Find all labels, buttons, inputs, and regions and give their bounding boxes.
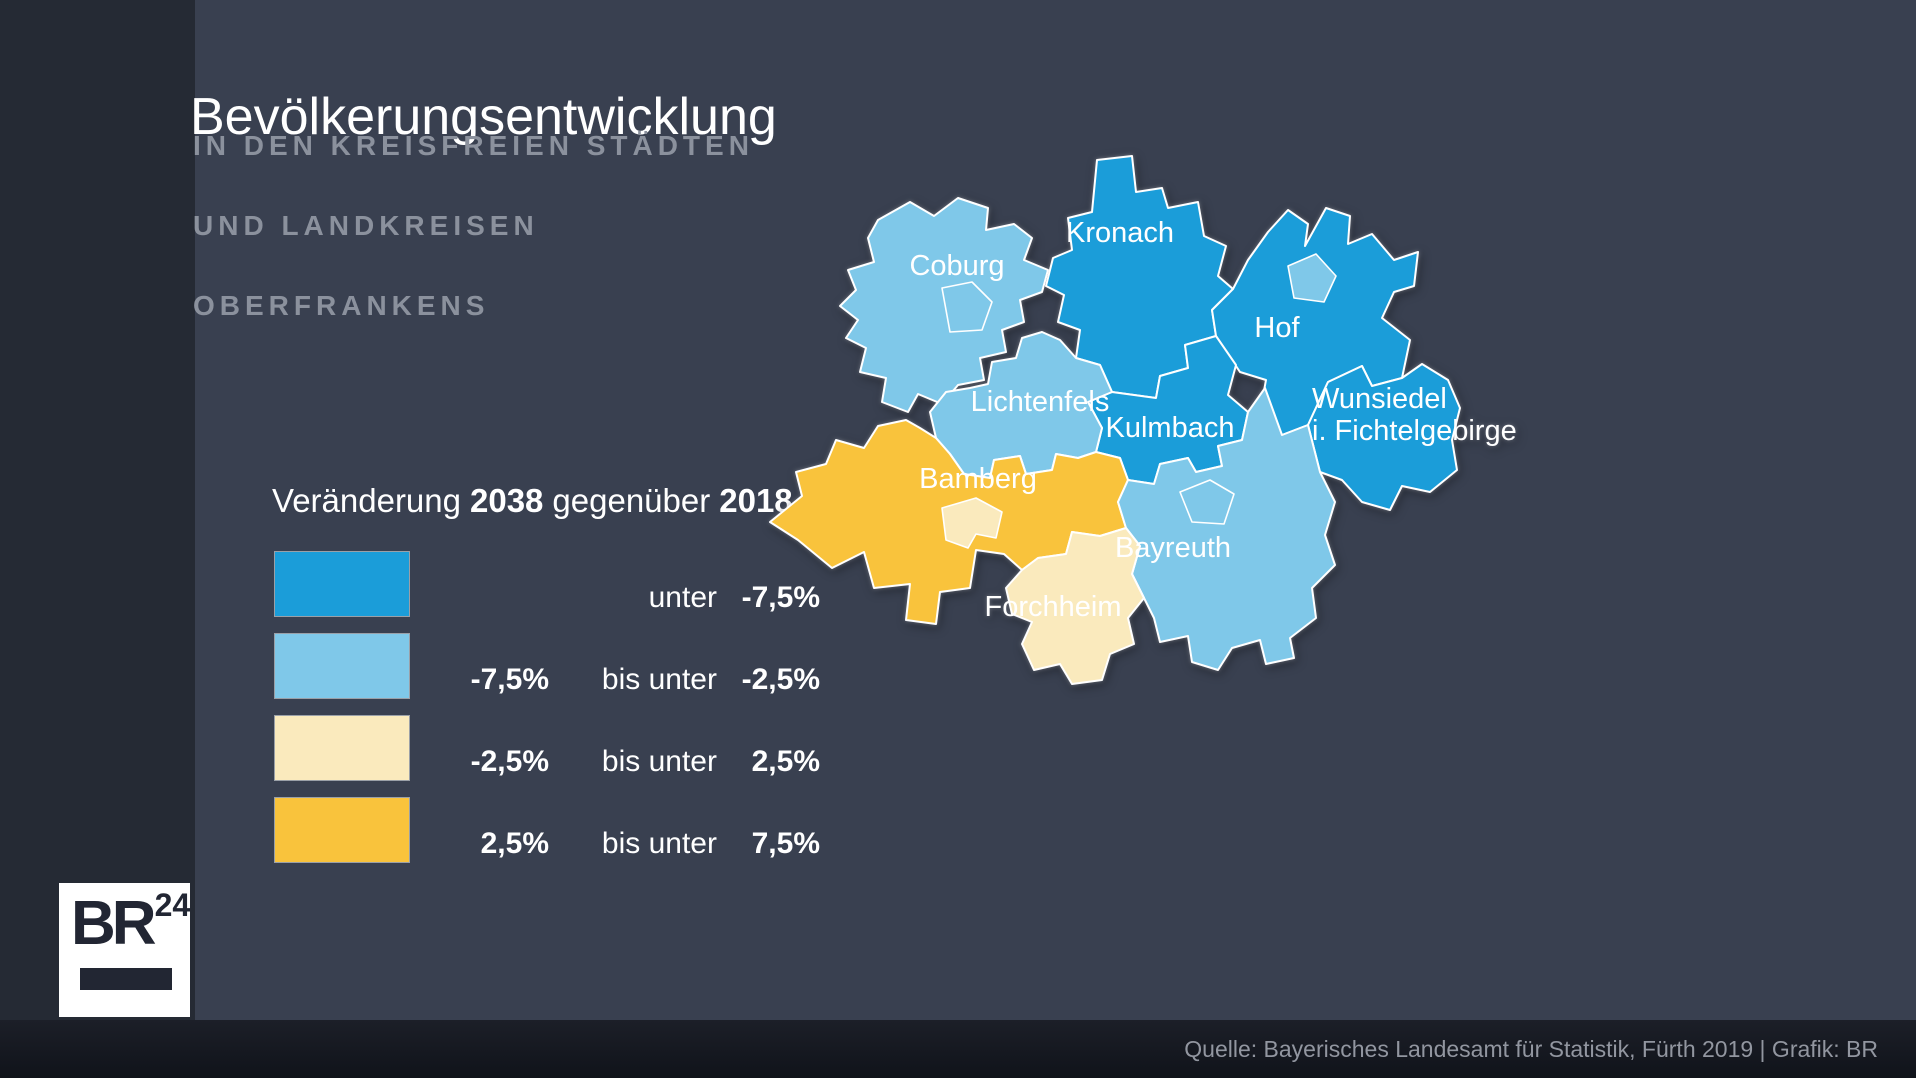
footer-band	[0, 1020, 1916, 1078]
label-bamberg: Bamberg	[919, 463, 1037, 495]
region-wunsiedel	[1307, 363, 1461, 511]
subtitle-line-3: OBERFRANKENS	[193, 290, 490, 321]
region-bayreuth	[1117, 387, 1336, 671]
label-kronach: Kronach	[1066, 217, 1174, 249]
label-coburg: Coburg	[909, 250, 1004, 282]
br24-logo: BR24	[59, 883, 190, 1017]
label-forchheim: Forchheim	[985, 591, 1122, 623]
legend-lower-bound: -2,5%	[470, 745, 549, 778]
label-kulmbach: Kulmbach	[1106, 412, 1235, 444]
br24-logo-24: 24	[154, 887, 191, 923]
label-wunsiedel-line2: i. Fichtelgebirge	[1312, 415, 1517, 447]
label-hof: Hof	[1254, 312, 1300, 344]
br24-logo-text: BR24	[71, 889, 190, 955]
label-bayreuth: Bayreuth	[1115, 532, 1231, 564]
subtitle-line-1: IN DEN KREISFREIEN STÄDTEN	[193, 130, 754, 161]
enclave-bayreuth-stadt	[1179, 479, 1235, 525]
legend-title: Veränderung 2038 gegenüber 2018	[272, 482, 802, 520]
legend-swatch-light-blue	[274, 633, 410, 699]
legend-lower-bound: -7,5%	[470, 663, 549, 696]
br24-logo-bar	[80, 968, 172, 990]
enclave-hof-stadt	[1287, 253, 1337, 303]
legend-upper-bound: -7,5%	[741, 581, 820, 614]
legend: unter -7,5% -7,5% bis unter -2,5% -2,5% …	[274, 551, 820, 879]
legend-swatch-gold	[274, 797, 410, 863]
legend-swatch-cream	[274, 715, 410, 781]
enclave-bamberg-stadt	[941, 497, 1003, 549]
legend-upper-bound: 7,5%	[751, 827, 820, 860]
legend-row-3: -2,5% bis unter 2,5%	[274, 715, 820, 781]
choropleth-map-oberfranken: Coburg Kronach Hof Lichtenfels Kulmbach …	[769, 155, 1517, 685]
source-credit: Quelle: Bayerisches Landesamt für Statis…	[1184, 1036, 1878, 1062]
legend-title-prefix: Veränderung	[272, 482, 461, 519]
page-subtitle: IN DEN KREISFREIEN STÄDTEN UND LANDKREIS…	[193, 126, 754, 326]
legend-row-2: -7,5% bis unter -2,5%	[274, 633, 820, 699]
region-coburg	[839, 197, 1049, 413]
legend-title-year-to: 2038	[470, 482, 544, 519]
legend-title-middle: gegenüber	[552, 482, 711, 519]
legend-upper-bound: -2,5%	[741, 663, 820, 696]
legend-row-4: 2,5% bis unter 7,5%	[274, 797, 820, 863]
subtitle-line-2: UND LANDKREISEN	[193, 210, 539, 241]
legend-relation: unter	[648, 581, 717, 614]
page-title: Bevölkerungsentwicklung	[190, 87, 777, 146]
label-lichtenfels: Lichtenfels	[971, 386, 1110, 418]
legend-row-1: unter -7,5%	[274, 551, 820, 617]
legend-relation: bis unter	[601, 663, 717, 696]
legend-swatch-dark-blue	[274, 551, 410, 617]
region-forchheim	[1005, 527, 1145, 685]
br24-logo-br: BR	[71, 889, 157, 958]
legend-upper-bound: 2,5%	[751, 745, 820, 778]
enclave-coburg-stadt	[941, 281, 993, 333]
legend-relation: bis unter	[601, 827, 717, 860]
label-wunsiedel-line1: Wunsiedel	[1312, 383, 1447, 415]
legend-relation: bis unter	[601, 745, 717, 778]
legend-lower-bound: 2,5%	[480, 827, 549, 860]
